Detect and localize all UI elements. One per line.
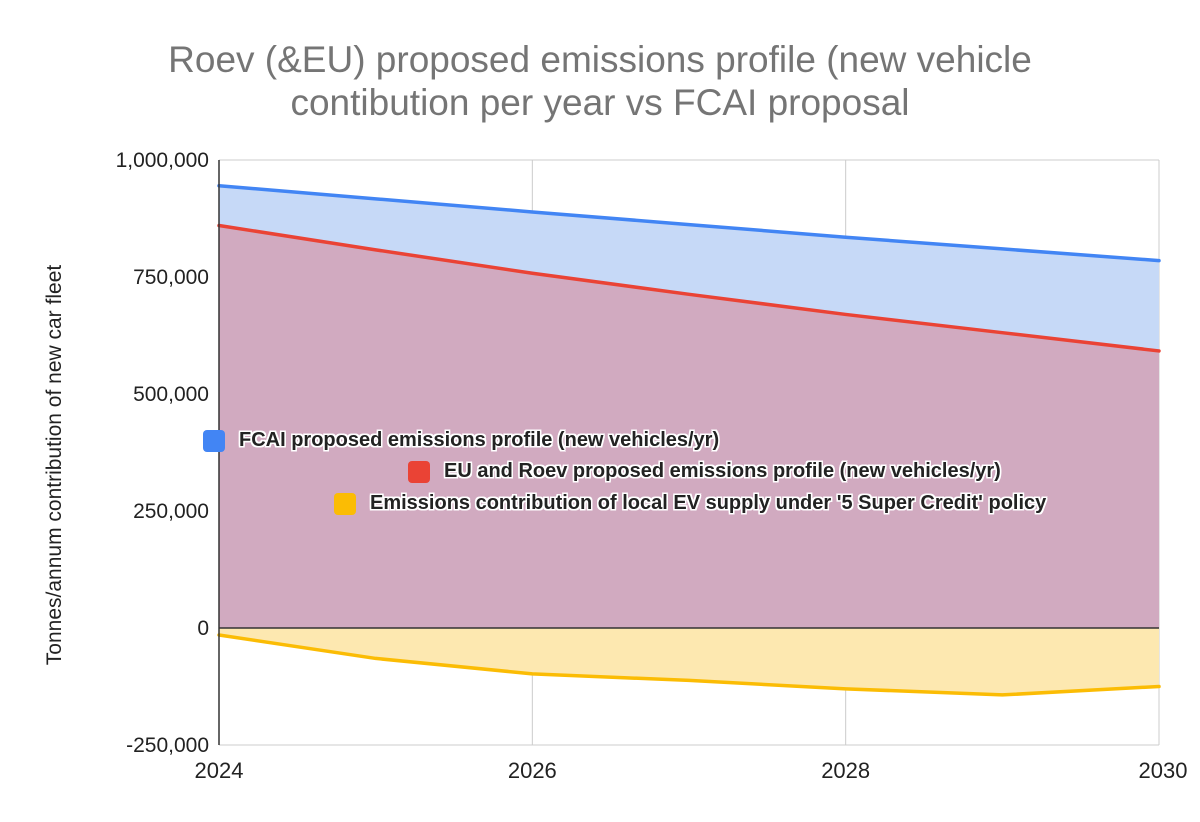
series-areas (219, 185, 1159, 695)
y-tick-label-5: 1,000,000 (116, 149, 209, 172)
series-line-2 (217, 223, 1161, 353)
series-line-3 (217, 633, 1161, 697)
y-tick-label-4: 750,000 (133, 266, 209, 289)
y-axis-label: Tonnes/annum contribution of new car fle… (43, 265, 66, 666)
series-lines (217, 183, 1161, 697)
axes (218, 160, 1159, 745)
x-tick-label-0: 2024 (195, 758, 244, 783)
legend-item-1: FCAI proposed emissions profile (new veh… (203, 429, 719, 452)
legend-label-2: EU and Roev proposed emissions profile (… (444, 460, 1001, 482)
legend-swatch-3 (334, 492, 356, 515)
chart-title-line-2: contibution per year vs FCAI proposal (290, 82, 910, 123)
legend-swatch-2 (408, 460, 430, 483)
legend-item-2: EU and Roev proposed emissions profile (… (408, 460, 1001, 483)
legend-label-3: Emissions contribution of local EV suppl… (370, 492, 1047, 514)
x-axis-tick-labels: 2024 2026 2028 2030 (195, 758, 1188, 783)
y-tick-label-2: 250,000 (133, 500, 209, 523)
x-tick-label-3: 2030 (1139, 758, 1188, 783)
legend-item-3: Emissions contribution of local EV suppl… (334, 492, 1046, 515)
legend-label-1: FCAI proposed emissions profile (new veh… (239, 429, 720, 451)
y-axis-tick-labels: -250,000 0 250,000 500,000 750,000 1,000,000 (116, 149, 209, 757)
y-tick-label-0: -250,000 (126, 734, 209, 757)
chart-title-line-1: Roev (&EU) proposed emissions profile (n… (168, 39, 1032, 80)
chart-title: Roev (&EU) proposed emissions profile (n… (0, 38, 1200, 124)
x-tick-label-2: 2028 (821, 758, 870, 783)
series-area-3 (219, 628, 1159, 695)
y-tick-label-3: 500,000 (133, 383, 209, 406)
x-tick-label-1: 2026 (508, 758, 557, 783)
legend-swatch-1 (203, 429, 225, 452)
y-tick-label-1: 0 (197, 617, 209, 640)
series-area-2 (219, 225, 1159, 628)
series-line-1 (217, 183, 1161, 263)
